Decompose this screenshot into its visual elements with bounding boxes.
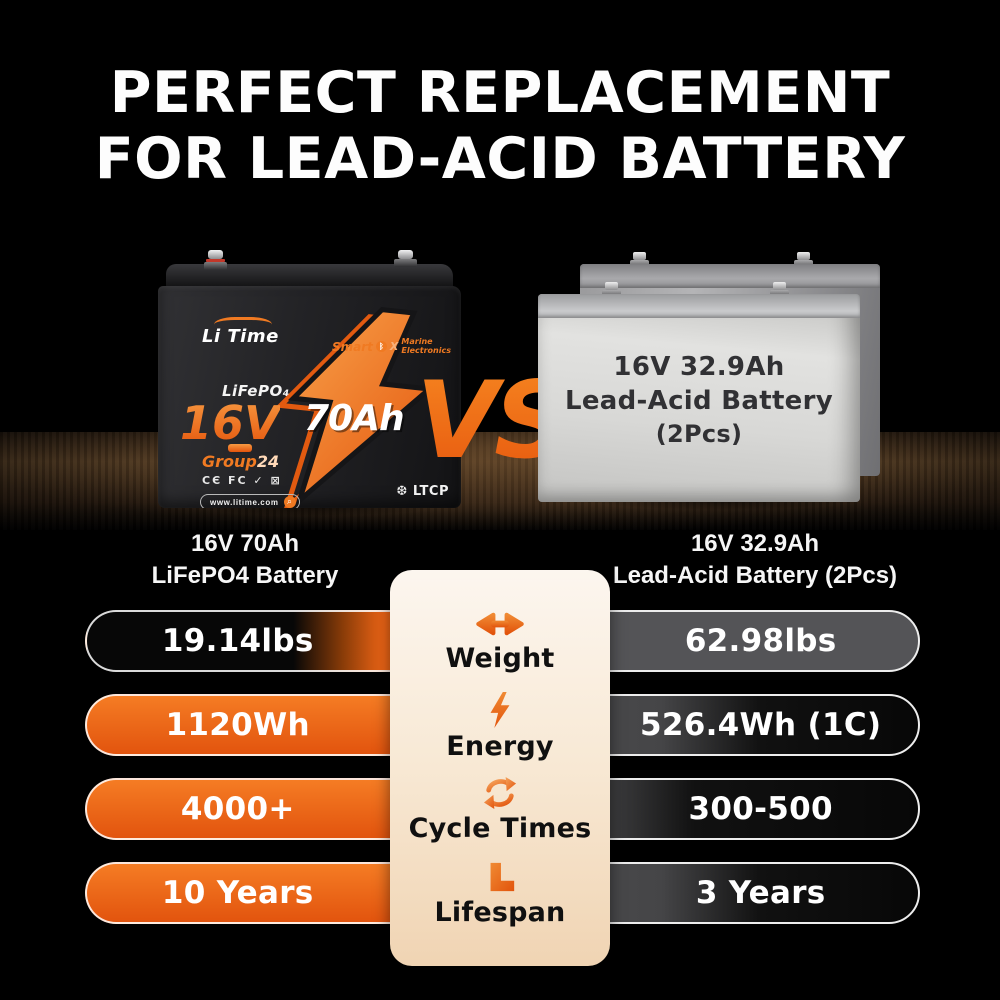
leadacid-weight-value: 62.98lbs xyxy=(684,623,837,659)
metric-weight-label: Weight xyxy=(445,643,555,674)
energy-lightning-icon xyxy=(490,692,510,728)
marine-electronics-label: Marine Electronics xyxy=(401,337,451,355)
x-badge-label: X xyxy=(389,340,399,354)
metric-cycles: Cycle Times xyxy=(390,776,610,852)
group-badge-icon xyxy=(228,444,252,452)
website-pill: www.litime.com ⌕ xyxy=(200,494,300,508)
caption-litime: 16V 70Ah LiFePO4 Battery xyxy=(151,530,339,590)
chemistry-label: LiFePO₄ xyxy=(222,382,290,400)
smart-marine-badge: Smart ᛒ X Marine Electronics xyxy=(332,337,451,356)
snowflake-icon: ❆ xyxy=(396,484,408,499)
website-url: www.litime.com xyxy=(210,497,279,507)
logo-swoosh-icon xyxy=(214,317,272,332)
weight-icon xyxy=(476,612,524,636)
page-title: PERFECT REPLACEMENT FOR LEAD-ACID BATTER… xyxy=(0,60,1000,192)
litime-battery: Li Time Smart ᛒ X Marine Electronics LiF… xyxy=(158,250,461,508)
battery-lid xyxy=(580,264,880,288)
leadacid-energy-value: 526.4Wh (1C) xyxy=(640,707,882,743)
bluetooth-icon: ᛒ xyxy=(375,341,387,353)
metric-lifespan-label: Lifespan xyxy=(434,897,566,928)
leadacid-lifespan-value: 3 Years xyxy=(695,875,826,911)
cycle-arrows-icon xyxy=(483,776,517,810)
metrics-panel: Weight Energy Cycle Times xyxy=(390,570,610,966)
ltcp-logo: ❆ LTCP xyxy=(396,484,449,499)
litime-battery-face: Li Time Smart ᛒ X Marine Electronics LiF… xyxy=(158,286,461,508)
capacity-label: 70Ah xyxy=(304,398,405,439)
litime-energy-value: 1120Wh xyxy=(165,707,310,743)
leadacid-cycles-value: 300-500 xyxy=(688,791,833,827)
battery-terminal-icon xyxy=(792,252,814,267)
litime-lifespan-value: 10 Years xyxy=(161,875,314,911)
battery-terminal-icon xyxy=(392,250,418,267)
voltage-label: 16V xyxy=(180,396,280,450)
lightning-bolt-graphic-icon xyxy=(276,307,436,508)
metric-cycles-label: Cycle Times xyxy=(408,813,592,844)
group-size-label: Group24 xyxy=(202,444,279,471)
litime-logo: Li Time xyxy=(202,317,279,347)
title-line-1: PERFECT REPLACEMENT xyxy=(109,60,891,126)
battery-terminal-icon xyxy=(202,250,228,270)
lifespan-icon xyxy=(490,862,515,892)
leadacid-battery-group: 16V 32.9Ah Lead-Acid Battery (2Pcs) xyxy=(538,252,894,506)
certification-marks-icon: CЄ FC ✓ ⊠ xyxy=(202,474,282,487)
title-line-2: FOR LEAD-ACID BATTERY xyxy=(94,126,906,193)
battery-lid xyxy=(538,294,860,318)
battery-terminal-icon xyxy=(768,282,790,297)
battery-terminal-icon xyxy=(628,252,650,267)
caption-leadacid: 16V 32.9Ah Lead-Acid Battery (2Pcs) xyxy=(612,530,898,590)
battery-terminal-icon xyxy=(600,282,622,297)
metric-lifespan: Lifespan xyxy=(390,860,610,936)
litime-cycles-value: 4000+ xyxy=(180,791,295,827)
smart-badge-label: Smart xyxy=(332,339,373,354)
metric-energy-label: Energy xyxy=(446,731,554,762)
litime-weight-value: 19.14lbs xyxy=(161,623,314,659)
metric-weight: Weight xyxy=(390,608,610,684)
leadacid-battery-front: 16V 32.9Ah Lead-Acid Battery (2Pcs) xyxy=(538,282,860,502)
search-icon: ⌕ xyxy=(283,496,296,508)
leadacid-spec-label: 16V 32.9Ah Lead-Acid Battery (2Pcs) xyxy=(565,352,833,448)
metric-energy: Energy xyxy=(390,692,610,768)
